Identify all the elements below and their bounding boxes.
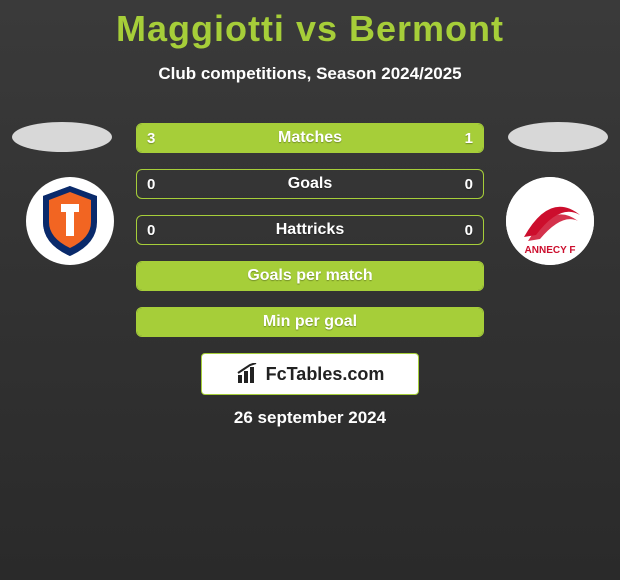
club-logo-right: ANNECY F [506, 177, 594, 265]
bar-label: Goals [137, 170, 483, 198]
brand-text: FcTables.com [266, 364, 385, 385]
player2-name: Bermont [349, 8, 504, 49]
bar-label: Goals per match [137, 262, 483, 290]
vs-text: vs [296, 8, 338, 49]
svg-text:ANNECY F: ANNECY F [525, 245, 576, 256]
subtitle: Club competitions, Season 2024/2025 [0, 64, 620, 84]
player1-name: Maggiotti [116, 8, 285, 49]
comparison-title: Maggiotti vs Bermont [0, 0, 620, 50]
stat-bars: 31Matches 00Goals 00Hattricks Goals per mat… [136, 123, 484, 353]
stat-bar-row: Goals per match [136, 261, 484, 291]
stat-bar-row: 31Matches [136, 123, 484, 153]
bar-label: Matches [137, 124, 483, 152]
annecy-logo-icon: ANNECY F [506, 177, 594, 265]
tappara-logo-icon [31, 182, 109, 260]
bar-chart-icon [236, 363, 260, 385]
brand-box[interactable]: FcTables.com [201, 353, 419, 395]
stat-bar-row: 00Goals [136, 169, 484, 199]
stat-bar-row: 00Hattricks [136, 215, 484, 245]
club-logo-left [26, 177, 114, 265]
date-line: 26 september 2024 [0, 408, 620, 428]
player1-photo-placeholder [12, 122, 112, 152]
stat-bar-row: Min per goal [136, 307, 484, 337]
bar-label: Min per goal [137, 308, 483, 336]
bar-label: Hattricks [137, 216, 483, 244]
player2-photo-placeholder [508, 122, 608, 152]
